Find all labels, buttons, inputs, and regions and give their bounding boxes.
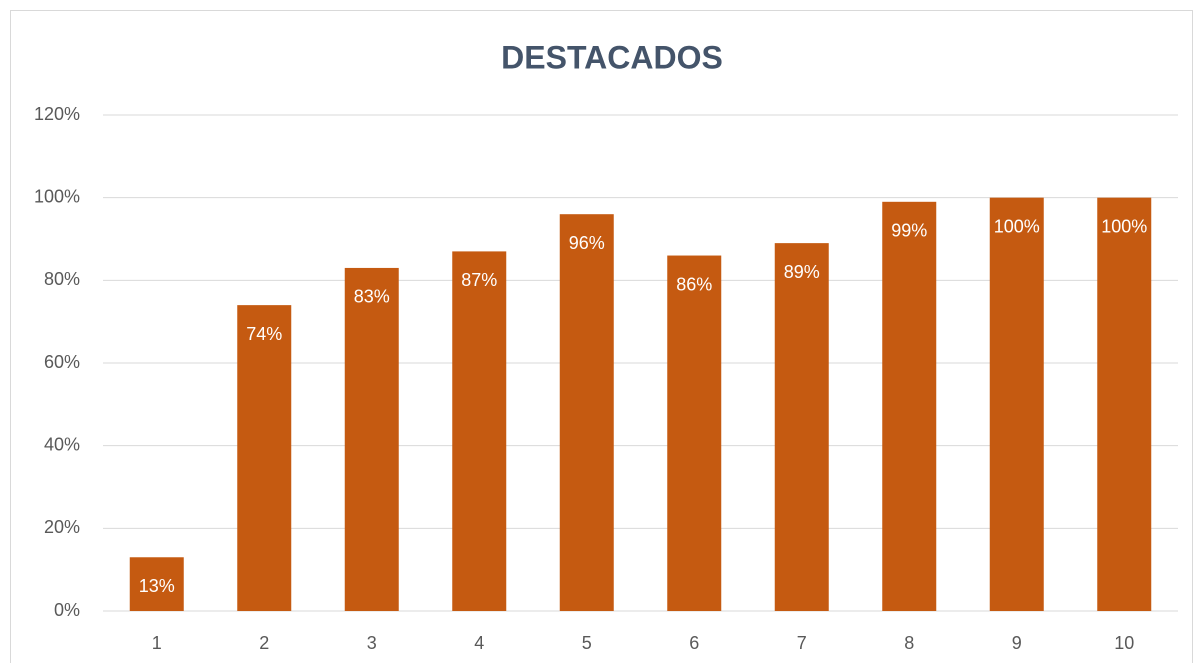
bar — [667, 255, 722, 612]
x-tick-label: 4 — [474, 633, 484, 653]
y-tick-label: 120% — [34, 104, 80, 124]
data-label: 74% — [246, 324, 282, 344]
y-tick-label: 0% — [54, 600, 80, 620]
bar — [452, 251, 507, 611]
bar — [344, 267, 399, 611]
y-tick-label: 20% — [44, 517, 80, 537]
y-tick-label: 40% — [44, 434, 80, 454]
bar — [882, 201, 937, 612]
data-label: 86% — [676, 274, 712, 294]
chart-title: DESTACADOS — [501, 39, 723, 75]
y-tick-label: 80% — [44, 269, 80, 289]
data-label: 99% — [891, 221, 927, 241]
bar — [559, 214, 614, 611]
x-tick-label: 6 — [689, 633, 699, 653]
data-label: 100% — [1101, 216, 1147, 236]
x-tick-label: 5 — [582, 633, 592, 653]
data-label: 13% — [139, 576, 175, 596]
x-tick-label: 7 — [797, 633, 807, 653]
data-label: 87% — [461, 270, 497, 290]
bar — [129, 557, 184, 611]
data-label: 83% — [354, 287, 390, 307]
y-tick-label: 60% — [44, 352, 80, 372]
x-tick-label: 2 — [259, 633, 269, 653]
x-tick-label: 10 — [1114, 633, 1134, 653]
data-label: 89% — [784, 262, 820, 282]
y-tick-label: 100% — [34, 186, 80, 206]
bar — [774, 243, 829, 611]
bar — [1097, 197, 1152, 611]
x-tick-label: 3 — [367, 633, 377, 653]
data-label: 100% — [994, 216, 1040, 236]
data-label: 96% — [569, 233, 605, 253]
x-tick-label: 1 — [152, 633, 162, 653]
bar — [237, 305, 292, 611]
x-tick-label: 8 — [904, 633, 914, 653]
bar — [989, 197, 1044, 611]
x-tick-label: 9 — [1012, 633, 1022, 653]
